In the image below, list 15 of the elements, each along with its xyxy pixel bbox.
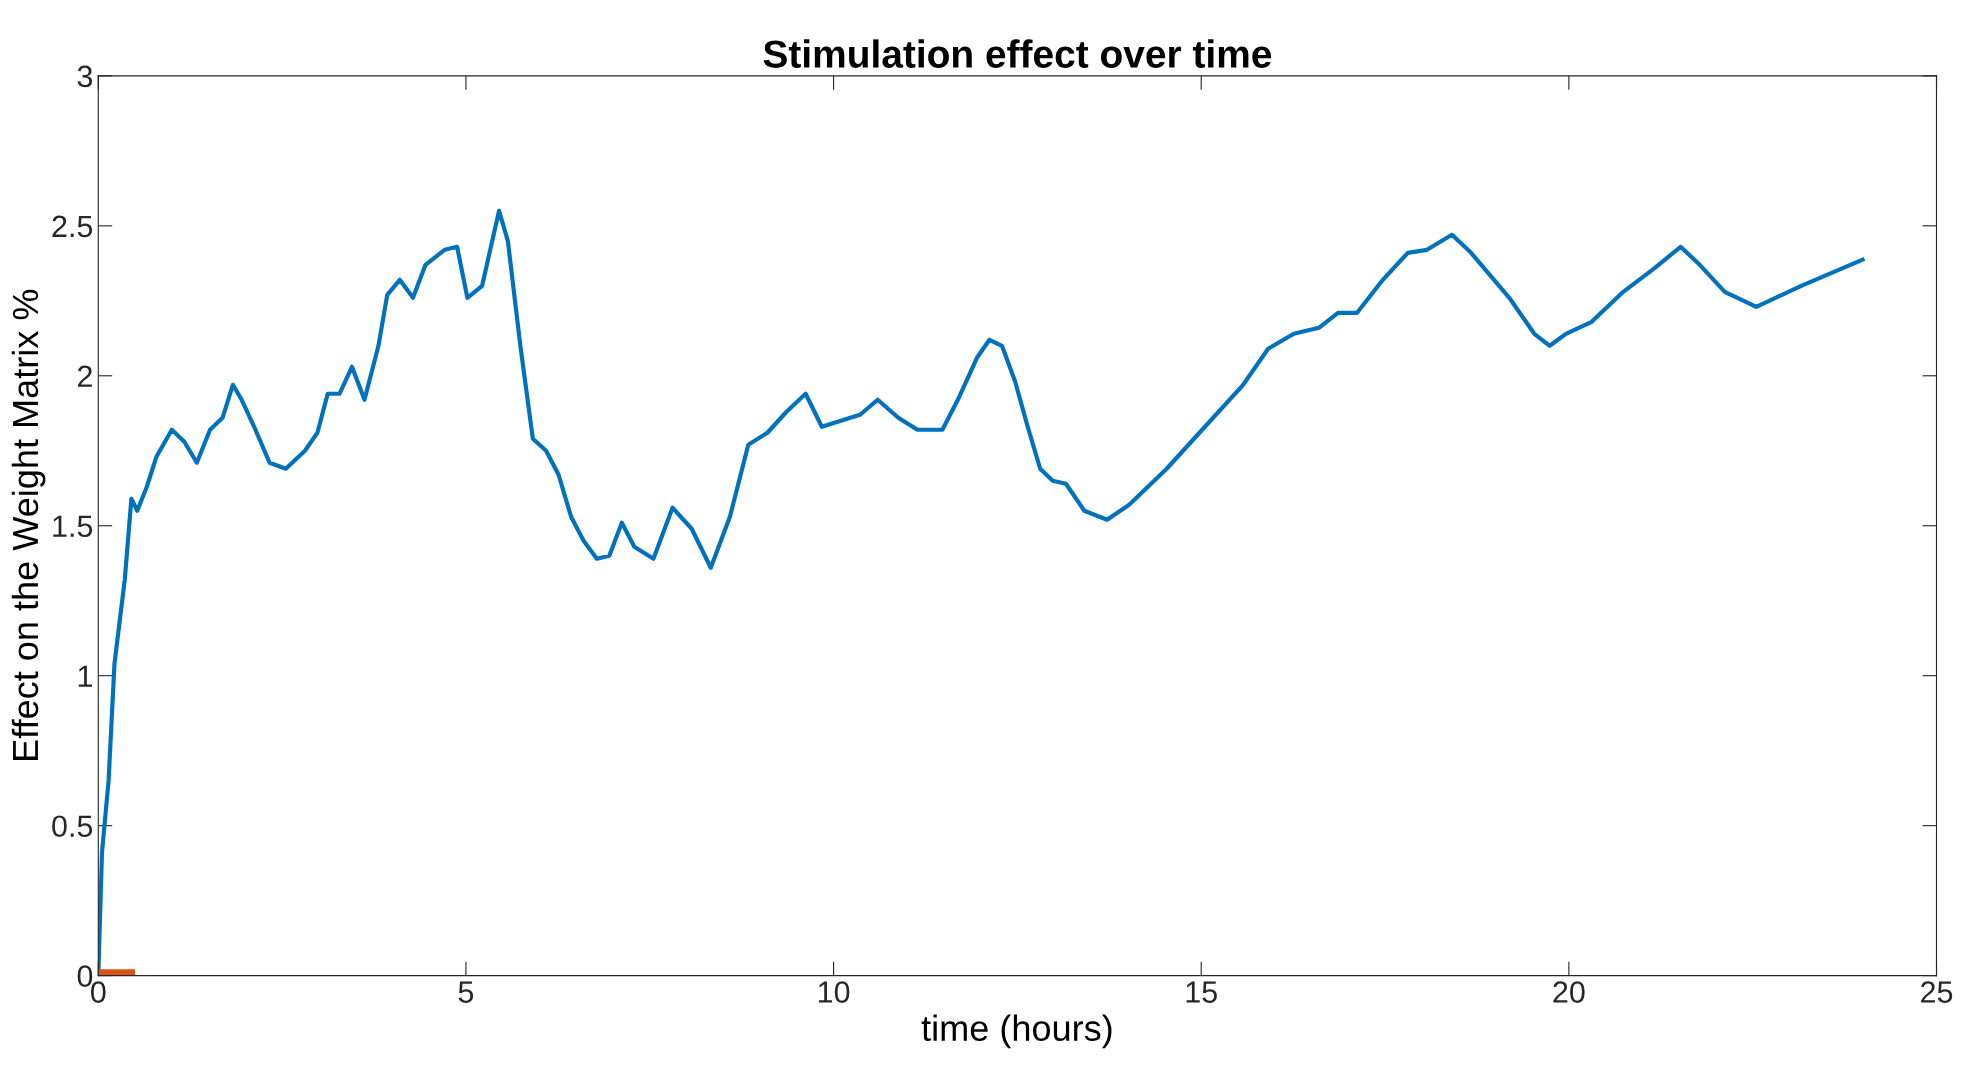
y-tick-label: 1	[78, 665, 92, 687]
y-tick-label: 0	[77, 965, 93, 987]
x-tick-label: 20	[1553, 981, 1585, 1003]
x-tick-label: 10	[818, 981, 850, 1003]
y-tick-label: 1.5	[53, 515, 93, 538]
chart-title: Stimulation effect over time	[763, 39, 1272, 68]
x-tick-label: 15	[1186, 981, 1217, 1003]
x-tick-label: 25	[1921, 981, 1953, 1003]
y-tick-label: 3	[77, 65, 93, 88]
x-axis-title: time (hours)	[921, 1014, 1112, 1049]
x-tick-label: 5	[458, 981, 474, 1003]
y-tick-label: 2.5	[52, 215, 93, 238]
y-axis-title: Effect on the Weight Matrix %	[11, 289, 46, 760]
y-tick-label: 2	[77, 365, 92, 387]
y-tick-label: 0.5	[52, 815, 93, 838]
